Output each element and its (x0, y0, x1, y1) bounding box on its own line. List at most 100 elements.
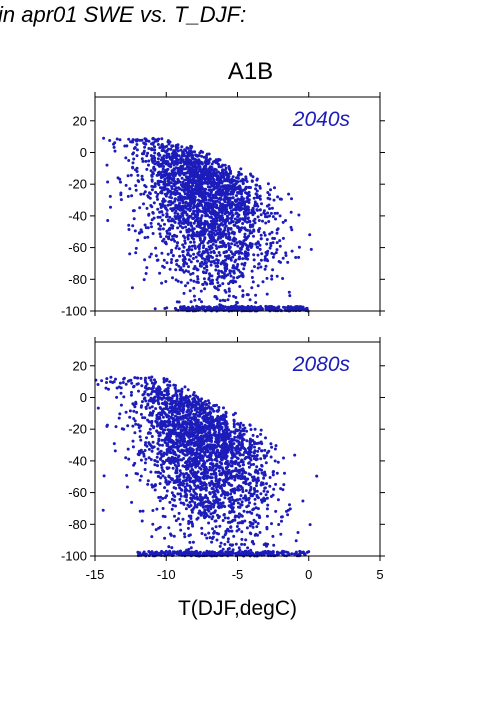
data-point (240, 500, 244, 504)
data-point (241, 222, 245, 225)
data-point (235, 276, 239, 280)
data-point (229, 504, 233, 508)
data-point (153, 184, 157, 188)
data-point (231, 196, 235, 200)
data-point (243, 208, 247, 211)
data-point (153, 168, 157, 172)
data-point (212, 503, 216, 507)
data-point (208, 170, 212, 174)
data-point (150, 405, 154, 409)
data-point (262, 231, 266, 235)
data-point (214, 264, 218, 268)
data-point (168, 232, 172, 236)
data-point (137, 453, 141, 457)
data-point (154, 246, 158, 250)
data-point (244, 243, 248, 247)
data-point (279, 532, 283, 536)
data-point (252, 462, 256, 466)
data-point (184, 449, 187, 453)
data-point (186, 223, 190, 226)
data-point (244, 250, 247, 254)
data-point (203, 168, 207, 172)
data-point (125, 485, 129, 489)
data-point (213, 226, 217, 230)
data-point (294, 539, 298, 543)
data-point (176, 177, 180, 181)
data-point (143, 416, 147, 420)
data-point (142, 141, 146, 145)
data-point (241, 437, 244, 440)
data-point (181, 483, 185, 487)
data-point (178, 441, 182, 445)
data-point (252, 258, 256, 262)
data-point (218, 223, 222, 227)
data-point (267, 220, 271, 223)
data-point (240, 226, 244, 230)
data-point (154, 254, 158, 258)
data-point (168, 406, 172, 410)
data-point (214, 495, 218, 499)
data-point (158, 215, 162, 219)
data-point (195, 410, 199, 414)
data-point (133, 229, 137, 233)
data-point (219, 501, 223, 505)
data-point (176, 149, 180, 153)
data-point (128, 252, 132, 256)
data-point (176, 212, 180, 216)
data-point (220, 427, 224, 431)
data-point (288, 294, 292, 298)
data-point (268, 193, 271, 197)
header-text: in apr01 SWE vs. T_DJF: (0, 2, 247, 27)
data-point (242, 509, 246, 513)
data-point (184, 201, 188, 205)
data-point (193, 501, 197, 505)
data-point (297, 213, 301, 217)
data-point (263, 267, 267, 271)
data-point (286, 513, 290, 517)
data-point (243, 543, 247, 546)
data-point (163, 199, 167, 203)
data-point (249, 532, 253, 536)
data-point (151, 522, 155, 526)
data-point (252, 234, 255, 238)
data-point (143, 258, 147, 262)
data-point (131, 224, 135, 228)
data-point (135, 382, 139, 386)
data-point (180, 168, 184, 171)
data-point (244, 191, 247, 195)
data-point (209, 250, 213, 254)
data-point (214, 181, 218, 185)
data-point (160, 281, 164, 285)
data-point (200, 233, 204, 237)
data-point (223, 505, 227, 509)
data-point (279, 487, 283, 491)
data-point (165, 261, 169, 265)
data-point (171, 466, 175, 470)
data-point (216, 435, 220, 438)
data-point (182, 222, 186, 225)
data-point (178, 254, 182, 258)
data-point (229, 256, 233, 260)
data-point (228, 180, 232, 184)
data-point (223, 219, 227, 223)
data-point (211, 171, 215, 175)
data-point (205, 406, 209, 410)
data-point (185, 159, 189, 163)
data-point (197, 297, 201, 301)
data-point (200, 154, 204, 158)
data-point (159, 463, 163, 467)
data-point (221, 172, 225, 176)
data-point (190, 248, 194, 252)
data-point (201, 283, 205, 286)
data-point (181, 254, 185, 257)
data-point (147, 213, 151, 217)
data-point (287, 290, 291, 294)
data-point (174, 259, 178, 263)
data-point (223, 199, 227, 203)
data-point (143, 449, 147, 452)
data-point (130, 286, 134, 290)
data-point (155, 429, 159, 433)
data-point (179, 528, 183, 532)
data-point (204, 230, 207, 234)
data-point (210, 162, 214, 166)
